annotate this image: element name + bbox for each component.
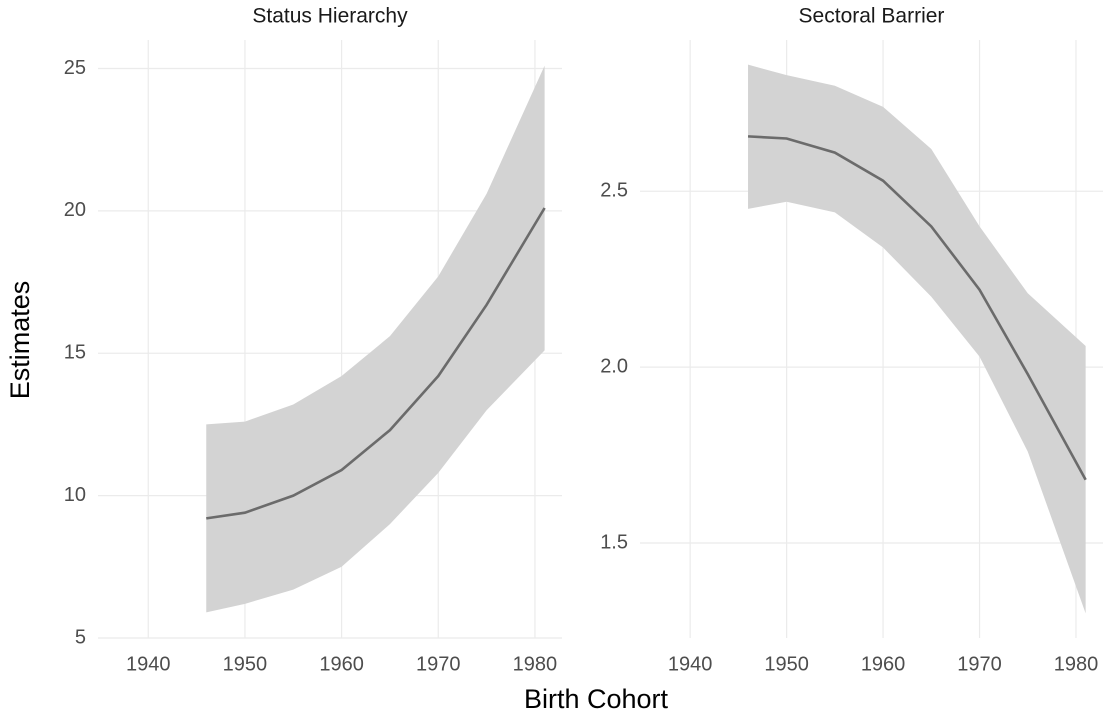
confidence-band bbox=[206, 65, 545, 613]
x-tick-label: 1980 bbox=[513, 653, 558, 675]
x-tick-label: 1950 bbox=[764, 653, 809, 675]
x-tick-label: 1980 bbox=[1054, 653, 1099, 675]
x-axis-title: Birth Cohort bbox=[524, 684, 669, 714]
panel-title: Status Hierarchy bbox=[252, 5, 408, 28]
y-tick-label: 10 bbox=[64, 484, 86, 506]
x-tick-label: 1950 bbox=[223, 653, 268, 675]
y-axis-title: Estimates bbox=[5, 281, 35, 400]
y-tick-label: 25 bbox=[64, 57, 86, 79]
estimate-line bbox=[206, 207, 546, 520]
y-tick-label: 2.5 bbox=[600, 180, 628, 202]
x-tick-label: 1960 bbox=[319, 653, 364, 675]
x-tick-label: 1970 bbox=[957, 653, 1002, 675]
y-tick-label: 15 bbox=[64, 342, 86, 364]
estimate-line bbox=[747, 135, 1087, 481]
y-tick-label: 1.5 bbox=[600, 531, 628, 553]
y-tick-label: 5 bbox=[75, 626, 86, 648]
confidence-band bbox=[748, 64, 1086, 614]
y-tick-label: 20 bbox=[64, 199, 86, 221]
x-tick-label: 1960 bbox=[861, 653, 906, 675]
x-tick-label: 1940 bbox=[668, 653, 713, 675]
x-tick-label: 1940 bbox=[126, 653, 171, 675]
y-tick-label: 2.0 bbox=[600, 355, 628, 377]
panel-title: Sectoral Barrier bbox=[799, 5, 945, 28]
x-tick-label: 1970 bbox=[416, 653, 461, 675]
